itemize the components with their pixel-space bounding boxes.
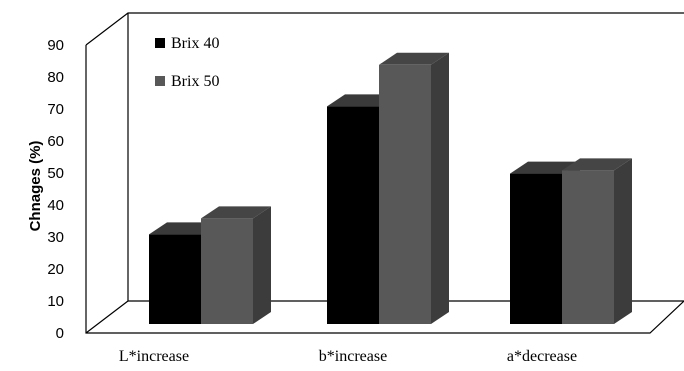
bar-brix-50-2: [562, 170, 614, 324]
x-axis-labels: L*increase b*increase a*decrease: [119, 348, 577, 365]
y-tick-label: 20: [47, 261, 64, 278]
x-tick-label: a*decrease: [507, 348, 577, 365]
x-tick-label: b*increase: [319, 348, 387, 365]
bar-brix-50-1: [379, 64, 431, 325]
y-tick-label: 40: [47, 197, 64, 214]
legend-label-brix-50: Brix 50: [171, 73, 219, 90]
y-tick-label: 80: [47, 69, 64, 86]
legend-swatch-brix-40: [155, 38, 165, 48]
y-axis-ticks: 0 10 20 30 40 50 60 70 80 90: [47, 37, 64, 342]
y-tick-label: 30: [47, 229, 64, 246]
bar-brix-40-2: [510, 173, 562, 324]
bar-top: [201, 206, 271, 219]
legend-label-brix-40: Brix 40: [171, 35, 219, 52]
bars: [149, 52, 632, 325]
bar-top: [379, 52, 449, 65]
legend: Brix 40 Brix 50: [155, 35, 219, 90]
y-tick-label: 60: [47, 133, 64, 150]
y-tick-label: 0: [56, 325, 64, 342]
chart-frame: [85, 12, 684, 334]
bar-brix-50-0: [201, 218, 253, 324]
legend-swatch-brix-50: [155, 76, 165, 86]
y-axis-title: Chnages (%): [27, 141, 44, 232]
y-tick-label: 50: [47, 165, 64, 182]
x-tick-label: L*increase: [119, 348, 189, 365]
bar-side: [253, 206, 271, 324]
bar-top: [562, 158, 632, 171]
y-tick-label: 90: [47, 37, 64, 54]
bar-side: [614, 158, 632, 324]
y-tick-label: 70: [47, 101, 64, 118]
bar-brix-40-0: [149, 234, 201, 324]
bar-brix-40-1: [327, 106, 379, 325]
bar-side: [431, 52, 449, 325]
y-tick-label: 10: [47, 293, 64, 310]
